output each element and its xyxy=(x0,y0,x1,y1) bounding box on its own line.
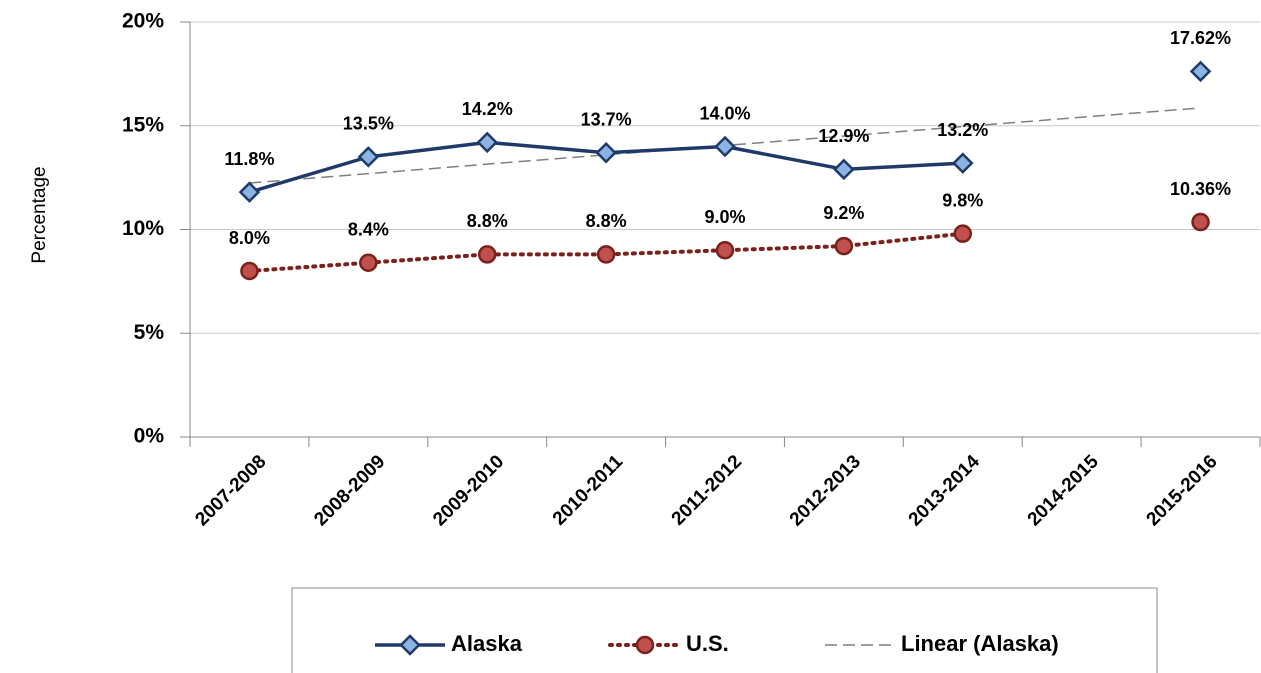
data-label: 8.0% xyxy=(229,228,270,248)
data-label: 8.8% xyxy=(586,211,627,231)
y-tick-label: 20% xyxy=(122,10,164,33)
marker xyxy=(953,224,973,243)
marker xyxy=(714,135,736,158)
y-tick-label: 15% xyxy=(122,113,164,136)
y-axis-title: Percentage xyxy=(29,166,50,263)
marker xyxy=(1189,60,1212,83)
data-label: 14.0% xyxy=(699,103,750,123)
data-label: 14.2% xyxy=(462,99,513,119)
marker xyxy=(238,181,261,203)
x-tick-label: 2010-2011 xyxy=(549,451,628,530)
x-tick-label: 2009-2010 xyxy=(429,451,508,530)
x-tick-label: 2015-2016 xyxy=(1143,451,1222,530)
data-label: 9.2% xyxy=(823,203,864,223)
marker xyxy=(595,141,617,164)
data-label: 10.36% xyxy=(1170,179,1231,199)
x-tick-label: 2008-2009 xyxy=(310,451,389,530)
data-label: 12.9% xyxy=(818,126,869,146)
legend-label: Linear (Alaska) xyxy=(901,631,1059,656)
data-label: 8.4% xyxy=(348,219,389,239)
legend-label: Alaska xyxy=(451,631,523,656)
x-tick-label: 2012-2013 xyxy=(786,451,865,530)
legend-box xyxy=(291,587,1158,673)
marker xyxy=(834,236,854,256)
data-label: 11.8% xyxy=(224,149,274,169)
data-label: 9.8% xyxy=(942,190,983,210)
data-label: 13.7% xyxy=(581,109,632,129)
marker xyxy=(1191,212,1210,232)
data-label: 8.8% xyxy=(467,211,508,231)
marker xyxy=(357,146,380,168)
x-tick-label: 2007-2008 xyxy=(191,451,270,530)
data-label: 13.5% xyxy=(343,114,394,134)
marker xyxy=(833,158,855,181)
legend-label: U.S. xyxy=(686,631,729,656)
y-tick-label: 10% xyxy=(122,217,164,240)
marker xyxy=(715,241,735,260)
marker xyxy=(359,253,378,272)
legend-marker xyxy=(399,634,421,656)
data-label: 17.62% xyxy=(1170,28,1231,48)
marker xyxy=(477,245,497,264)
data-label: 13.2% xyxy=(937,120,988,140)
marker xyxy=(476,131,498,154)
x-tick-label: 2014-2015 xyxy=(1024,451,1103,530)
legend-marker xyxy=(635,635,655,655)
marker xyxy=(596,245,616,264)
y-tick-label: 5% xyxy=(134,321,165,344)
x-tick-label: 2013-2014 xyxy=(905,451,984,530)
x-tick-label: 2011-2012 xyxy=(668,451,746,529)
y-tick-label: 0% xyxy=(134,425,165,448)
marker xyxy=(240,261,259,281)
marker xyxy=(952,152,974,174)
data-label: 9.0% xyxy=(704,207,745,227)
